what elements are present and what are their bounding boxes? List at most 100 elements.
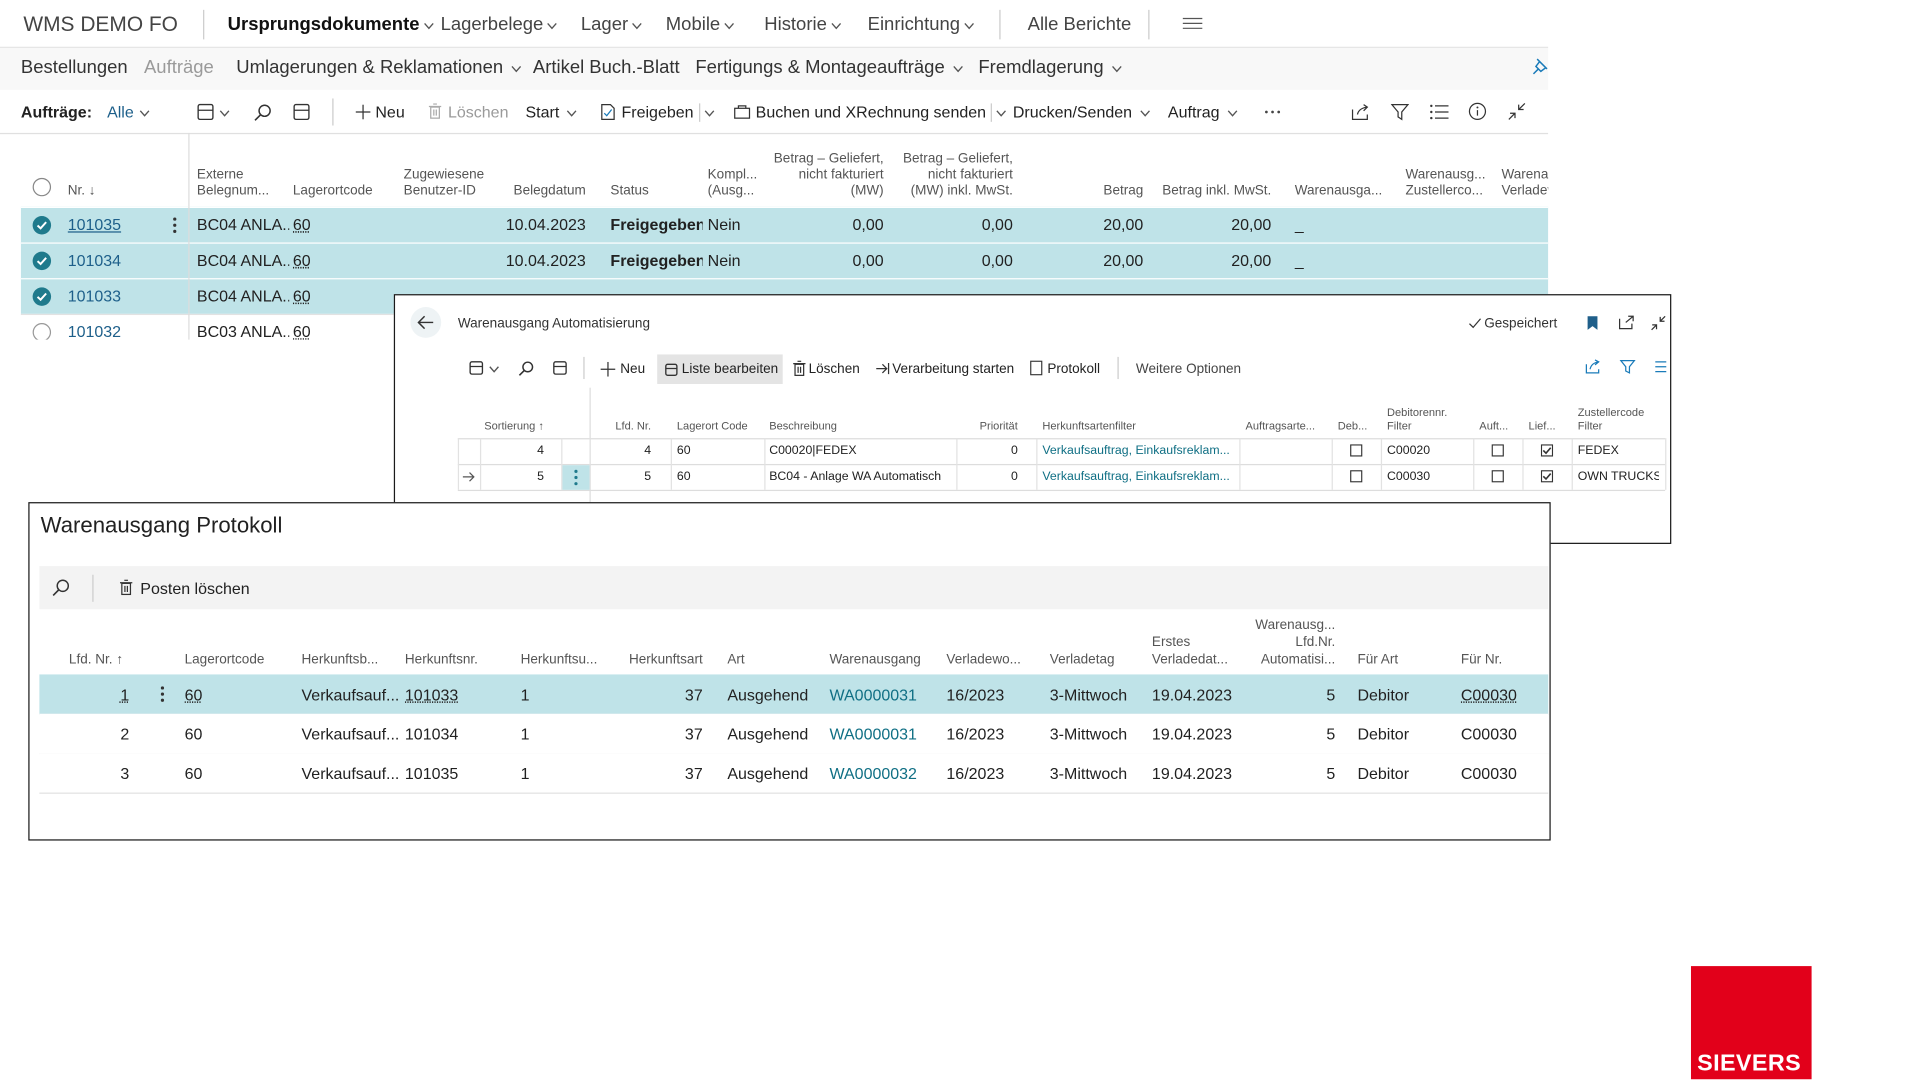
column-header[interactable]: Warenausg... Lfd.Nr. Automatisi... (1255, 617, 1336, 668)
table-row[interactable] (39, 674, 1549, 716)
list-icon[interactable] (1430, 104, 1449, 120)
column-header[interactable]: Belegdatum (513, 183, 586, 199)
chevron-icon[interactable] (831, 22, 842, 30)
checkbox-checked[interactable] (1540, 444, 1554, 457)
column-header[interactable]: Herkunftsb... (301, 652, 379, 668)
checkbox[interactable] (1350, 444, 1363, 457)
row-menu-icon[interactable] (574, 469, 579, 486)
chevron-icon[interactable] (1140, 110, 1151, 117)
toolbar-action[interactable]: Liste bearbeiten (681, 361, 779, 377)
table-cell[interactable]: WA0000031 (829, 684, 917, 704)
toolbar-action[interactable]: Löschen (447, 102, 509, 122)
select-all-checkbox[interactable] (32, 177, 52, 197)
column-header[interactable]: Warenausgang (829, 652, 921, 668)
more-icon[interactable] (1264, 110, 1281, 115)
toolbar-action[interactable]: Auftrag (1167, 102, 1220, 122)
list-icon[interactable] (1652, 361, 1667, 373)
column-header[interactable]: Nr. ↓ (67, 183, 96, 199)
column-header[interactable]: Lfd. Nr. (615, 419, 652, 432)
row-checkbox-checked[interactable] (32, 287, 52, 307)
column-header[interactable]: Zustellercode Filter (1577, 406, 1645, 432)
column-header[interactable]: Art (727, 652, 745, 668)
table-cell[interactable]: 60 (292, 215, 311, 234)
chevron-icon[interactable] (964, 22, 975, 30)
subnav-item[interactable]: Artikel Buch.-Blatt (532, 57, 680, 79)
collapse-icon[interactable] (1508, 102, 1526, 120)
toolbar-action[interactable]: Neu (620, 361, 646, 377)
table-cell[interactable]: WA0000032 (829, 763, 917, 783)
row-menu-icon[interactable] (172, 217, 177, 234)
checkbox-checked[interactable] (1540, 470, 1554, 483)
column-header[interactable]: Betrag – Geliefert, nicht fakturiert (MW… (902, 151, 1013, 199)
column-header[interactable]: Betrag (1103, 183, 1144, 199)
table-cell[interactable]: WA0000031 (829, 724, 917, 743)
bookmark-icon[interactable] (1586, 315, 1598, 331)
column-header[interactable]: Lagerort Code (676, 419, 748, 432)
column-header[interactable]: Verladetag (1049, 652, 1115, 668)
column-header[interactable]: Auft... (1479, 419, 1509, 432)
table-cell[interactable]: 60 (292, 322, 311, 340)
generic-icon[interactable] (665, 363, 679, 377)
table-row[interactable] (20, 206, 1549, 244)
column-header[interactable]: Herkunftsnr. (404, 652, 478, 668)
collapse-icon[interactable] (1650, 315, 1666, 331)
chevron-icon[interactable] (511, 65, 522, 73)
chevron-icon[interactable] (953, 65, 964, 73)
post-icon[interactable] (733, 105, 751, 120)
search-icon[interactable] (52, 578, 70, 596)
nav-menu-item[interactable]: Lagerbelege (440, 14, 544, 36)
chevron-icon[interactable] (1111, 65, 1122, 73)
column-header[interactable]: Warenausga... (1294, 183, 1383, 199)
chevron-icon[interactable] (631, 22, 642, 30)
filter-value[interactable]: Alle (107, 102, 134, 122)
chevron-icon[interactable] (139, 110, 150, 117)
nav-menu-item[interactable]: Mobile (665, 14, 721, 36)
column-header[interactable]: Debitorennr. Filter (1386, 406, 1448, 432)
checkbox[interactable] (1491, 444, 1504, 457)
column-header[interactable]: Herkunftsart (628, 652, 703, 668)
table-row[interactable] (457, 438, 1666, 465)
delete-icon[interactable] (119, 579, 133, 596)
table-cell[interactable]: Verkaufsauftrag, Einkaufsreklam... (1042, 444, 1230, 458)
subnav-item[interactable]: Fertigungs & Montageaufträge (695, 57, 945, 79)
subnav-item[interactable]: Umlagerungen & Reklamationen (236, 57, 504, 79)
toolbar-action[interactable]: Neu (375, 102, 405, 122)
chevron-icon[interactable] (219, 110, 230, 117)
nav-menu-item[interactable]: Ursprungsdokumente (227, 14, 420, 36)
toolbar-action[interactable]: Löschen (808, 361, 860, 377)
generic-icon[interactable] (197, 103, 214, 121)
column-header[interactable]: Erstes Verladedat... (1151, 635, 1228, 668)
table-cell[interactable]: 60 (292, 286, 311, 306)
chevron-icon[interactable] (566, 110, 577, 117)
delete-icon[interactable] (793, 360, 807, 377)
delete-icon[interactable] (428, 103, 442, 119)
row-checkbox-checked[interactable] (32, 251, 52, 271)
toolbar-action[interactable]: Protokoll (1047, 361, 1100, 377)
table-cell[interactable]: 101033 (67, 286, 122, 306)
column-header[interactable]: Betrag – Geliefert, nicht fakturiert (MW… (773, 151, 884, 199)
nav-menu-item[interactable]: Historie (764, 14, 827, 36)
table-row[interactable] (39, 753, 1549, 794)
column-header[interactable]: Auftragsarte... (1245, 419, 1316, 432)
column-header[interactable]: Herkunftsu... (520, 652, 598, 668)
table-row[interactable] (39, 713, 1549, 755)
toolbar-action[interactable]: Posten löschen (140, 579, 250, 598)
column-header[interactable]: Priorität (979, 419, 1018, 432)
column-header[interactable]: Lfd. Nr. ↑ (68, 652, 124, 668)
table-cell[interactable]: 101032 (67, 322, 122, 340)
column-header[interactable]: Lief... (1528, 419, 1556, 432)
column-header[interactable]: Verladewo... (946, 652, 1021, 668)
chevron-icon[interactable] (489, 366, 500, 373)
table-row[interactable] (20, 242, 1549, 280)
column-header[interactable]: Für Art (1357, 652, 1399, 668)
plus-icon[interactable] (355, 104, 371, 120)
column-header[interactable]: Warenau Verladev (1501, 167, 1549, 199)
chevron-icon[interactable] (1227, 110, 1238, 117)
column-header[interactable]: Lagerortcode (292, 183, 373, 199)
checkbox[interactable] (1350, 470, 1363, 483)
table-cell[interactable]: Verkaufsauftrag, Einkaufsreklam... (1042, 470, 1230, 484)
row-checkbox[interactable] (32, 322, 52, 340)
toolbar-action[interactable]: Start (525, 102, 560, 122)
back-button[interactable] (410, 306, 442, 338)
plus-icon[interactable] (600, 361, 616, 377)
